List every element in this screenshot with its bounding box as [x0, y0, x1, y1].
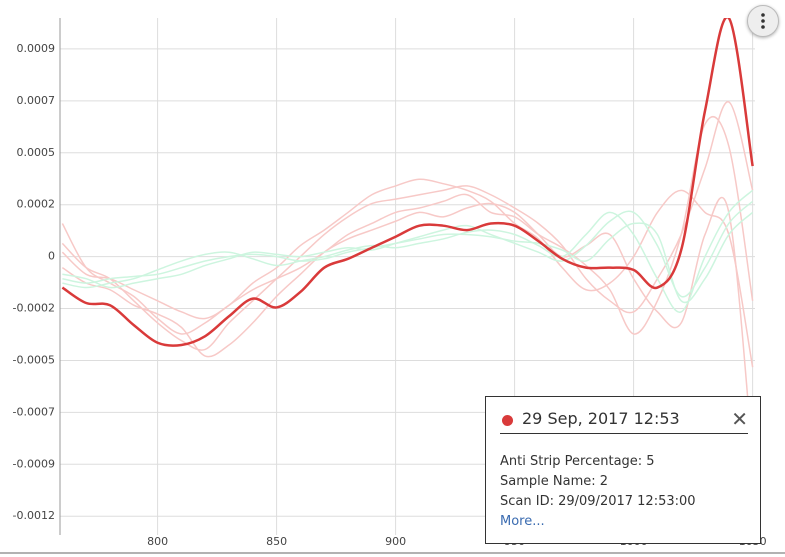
x-tick-label: 800 — [147, 535, 168, 548]
y-tick-label: -0.0012 — [13, 509, 55, 522]
y-tick-label: -0.0007 — [13, 405, 55, 418]
series-line — [62, 211, 754, 304]
close-button[interactable]: ✕ — [731, 407, 748, 431]
y-tick-label: -0.0002 — [13, 302, 55, 315]
y-tick-label: 0 — [48, 250, 55, 263]
y-tick-label: 0.0005 — [17, 146, 56, 159]
tooltip-header: 29 Sep, 2017 12:53 ✕ — [500, 407, 748, 434]
series-line — [61, 178, 754, 368]
tooltip-marker — [502, 415, 513, 426]
tooltip-title: 29 Sep, 2017 12:53 — [522, 409, 680, 428]
x-tick-label: 900 — [385, 535, 406, 548]
tooltip: 29 Sep, 2017 12:53 ✕ Anti Strip Percenta… — [485, 396, 761, 544]
menu-icon — [761, 13, 765, 29]
y-tick-label: 0.0009 — [17, 42, 56, 55]
series-line — [61, 101, 754, 351]
y-tick-label: 0.0002 — [17, 198, 56, 211]
series-line — [62, 200, 754, 298]
series-line — [61, 196, 754, 456]
series-line — [61, 116, 754, 335]
tooltip-body: Anti Strip Percentage: 5 Sample Name: 2 … — [500, 452, 696, 532]
plot-area — [61, 18, 754, 456]
tooltip-line: Sample Name: 2 — [500, 474, 609, 489]
tooltip-line: Anti Strip Percentage: 5 — [500, 454, 655, 469]
y-tick-label: 0.0007 — [17, 94, 56, 107]
more-link[interactable]: More... — [500, 514, 545, 529]
y-tick-label: -0.0009 — [13, 457, 55, 470]
series-line — [62, 189, 754, 313]
menu-button[interactable] — [747, 5, 779, 37]
series-line — [61, 18, 754, 347]
x-tick-label: 850 — [266, 535, 287, 548]
y-tick-label: -0.0005 — [13, 353, 55, 366]
tooltip-line: Scan ID: 29/09/2017 12:53:00 — [500, 494, 696, 509]
